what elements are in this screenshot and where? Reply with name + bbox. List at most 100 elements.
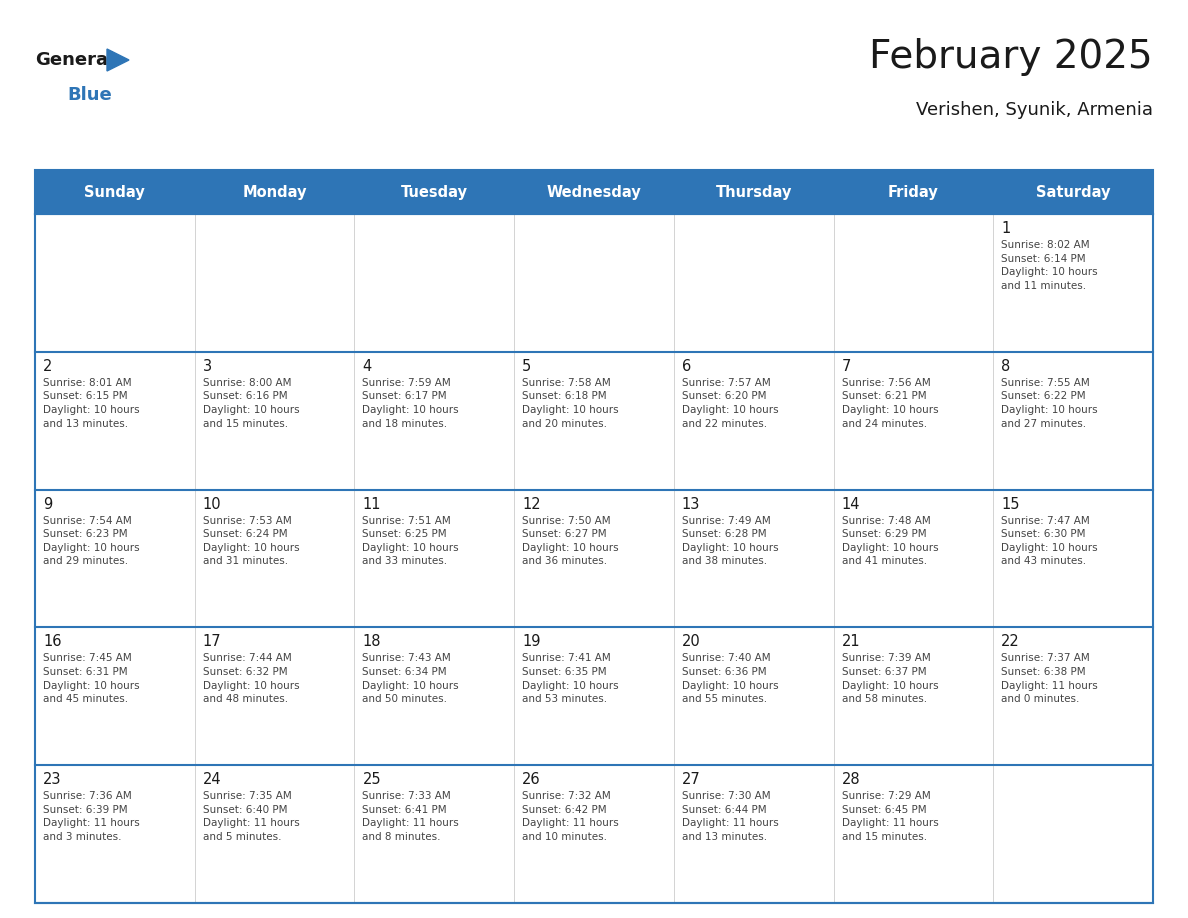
Bar: [354, 170, 514, 214]
Text: Sunrise: 7:43 AM
Sunset: 6:34 PM
Daylight: 10 hours
and 50 minutes.: Sunrise: 7:43 AM Sunset: 6:34 PM Dayligh…: [362, 654, 459, 704]
Bar: [354, 627, 514, 766]
Text: February 2025: February 2025: [870, 38, 1154, 76]
Text: Sunrise: 7:55 AM
Sunset: 6:22 PM
Daylight: 10 hours
and 27 minutes.: Sunrise: 7:55 AM Sunset: 6:22 PM Dayligh…: [1001, 378, 1098, 429]
Text: Sunrise: 7:58 AM
Sunset: 6:18 PM
Daylight: 10 hours
and 20 minutes.: Sunrise: 7:58 AM Sunset: 6:18 PM Dayligh…: [523, 378, 619, 429]
Bar: [195, 170, 354, 214]
Bar: [34, 352, 195, 489]
Bar: [674, 170, 834, 214]
Bar: [834, 352, 993, 489]
Text: Wednesday: Wednesday: [546, 185, 642, 199]
Bar: [993, 214, 1154, 352]
Bar: [834, 214, 993, 352]
Text: 26: 26: [523, 772, 541, 788]
Text: 22: 22: [1001, 634, 1020, 649]
Text: Sunrise: 7:54 AM
Sunset: 6:23 PM
Daylight: 10 hours
and 29 minutes.: Sunrise: 7:54 AM Sunset: 6:23 PM Dayligh…: [43, 516, 140, 566]
Text: Sunrise: 7:32 AM
Sunset: 6:42 PM
Daylight: 11 hours
and 10 minutes.: Sunrise: 7:32 AM Sunset: 6:42 PM Dayligh…: [523, 791, 619, 842]
Text: 8: 8: [1001, 359, 1011, 374]
Text: 25: 25: [362, 772, 381, 788]
Bar: [195, 766, 354, 903]
Bar: [674, 627, 834, 766]
Text: 14: 14: [841, 497, 860, 511]
Text: 9: 9: [43, 497, 52, 511]
Text: Sunrise: 7:35 AM
Sunset: 6:40 PM
Daylight: 11 hours
and 5 minutes.: Sunrise: 7:35 AM Sunset: 6:40 PM Dayligh…: [203, 791, 299, 842]
Polygon shape: [107, 49, 129, 71]
Bar: [34, 489, 195, 627]
Text: 20: 20: [682, 634, 701, 649]
Text: Sunrise: 8:00 AM
Sunset: 6:16 PM
Daylight: 10 hours
and 15 minutes.: Sunrise: 8:00 AM Sunset: 6:16 PM Dayligh…: [203, 378, 299, 429]
Text: Sunrise: 7:51 AM
Sunset: 6:25 PM
Daylight: 10 hours
and 33 minutes.: Sunrise: 7:51 AM Sunset: 6:25 PM Dayligh…: [362, 516, 459, 566]
Bar: [514, 627, 674, 766]
Bar: [34, 170, 1154, 903]
Text: Verishen, Syunik, Armenia: Verishen, Syunik, Armenia: [916, 101, 1154, 119]
Text: Sunday: Sunday: [84, 185, 145, 199]
Text: Sunrise: 7:59 AM
Sunset: 6:17 PM
Daylight: 10 hours
and 18 minutes.: Sunrise: 7:59 AM Sunset: 6:17 PM Dayligh…: [362, 378, 459, 429]
Text: Sunrise: 7:41 AM
Sunset: 6:35 PM
Daylight: 10 hours
and 53 minutes.: Sunrise: 7:41 AM Sunset: 6:35 PM Dayligh…: [523, 654, 619, 704]
Bar: [354, 352, 514, 489]
Text: Sunrise: 7:39 AM
Sunset: 6:37 PM
Daylight: 10 hours
and 58 minutes.: Sunrise: 7:39 AM Sunset: 6:37 PM Dayligh…: [841, 654, 939, 704]
Bar: [993, 627, 1154, 766]
Text: Sunrise: 7:29 AM
Sunset: 6:45 PM
Daylight: 11 hours
and 15 minutes.: Sunrise: 7:29 AM Sunset: 6:45 PM Dayligh…: [841, 791, 939, 842]
Bar: [674, 352, 834, 489]
Text: Sunrise: 7:45 AM
Sunset: 6:31 PM
Daylight: 10 hours
and 45 minutes.: Sunrise: 7:45 AM Sunset: 6:31 PM Dayligh…: [43, 654, 140, 704]
Text: 1: 1: [1001, 221, 1011, 236]
Bar: [674, 766, 834, 903]
Bar: [195, 627, 354, 766]
Text: Friday: Friday: [889, 185, 939, 199]
Text: 21: 21: [841, 634, 860, 649]
Text: Sunrise: 7:30 AM
Sunset: 6:44 PM
Daylight: 11 hours
and 13 minutes.: Sunrise: 7:30 AM Sunset: 6:44 PM Dayligh…: [682, 791, 778, 842]
Bar: [195, 489, 354, 627]
Text: Sunrise: 7:37 AM
Sunset: 6:38 PM
Daylight: 11 hours
and 0 minutes.: Sunrise: 7:37 AM Sunset: 6:38 PM Dayligh…: [1001, 654, 1098, 704]
Text: Sunrise: 7:48 AM
Sunset: 6:29 PM
Daylight: 10 hours
and 41 minutes.: Sunrise: 7:48 AM Sunset: 6:29 PM Dayligh…: [841, 516, 939, 566]
Text: Sunrise: 7:53 AM
Sunset: 6:24 PM
Daylight: 10 hours
and 31 minutes.: Sunrise: 7:53 AM Sunset: 6:24 PM Dayligh…: [203, 516, 299, 566]
Text: Tuesday: Tuesday: [400, 185, 468, 199]
Text: Sunrise: 8:01 AM
Sunset: 6:15 PM
Daylight: 10 hours
and 13 minutes.: Sunrise: 8:01 AM Sunset: 6:15 PM Dayligh…: [43, 378, 140, 429]
Text: 13: 13: [682, 497, 700, 511]
Text: 23: 23: [43, 772, 62, 788]
Text: 6: 6: [682, 359, 691, 374]
Text: 4: 4: [362, 359, 372, 374]
Text: 3: 3: [203, 359, 211, 374]
Text: Sunrise: 7:57 AM
Sunset: 6:20 PM
Daylight: 10 hours
and 22 minutes.: Sunrise: 7:57 AM Sunset: 6:20 PM Dayligh…: [682, 378, 778, 429]
Bar: [514, 766, 674, 903]
Bar: [34, 214, 195, 352]
Text: Sunrise: 7:49 AM
Sunset: 6:28 PM
Daylight: 10 hours
and 38 minutes.: Sunrise: 7:49 AM Sunset: 6:28 PM Dayligh…: [682, 516, 778, 566]
Bar: [514, 170, 674, 214]
Text: General: General: [34, 51, 114, 69]
Text: Thursday: Thursday: [715, 185, 792, 199]
Bar: [195, 352, 354, 489]
Text: 17: 17: [203, 634, 221, 649]
Text: 10: 10: [203, 497, 221, 511]
Text: Monday: Monday: [242, 185, 307, 199]
Text: 15: 15: [1001, 497, 1019, 511]
Bar: [674, 214, 834, 352]
Text: 28: 28: [841, 772, 860, 788]
Bar: [354, 214, 514, 352]
Text: 16: 16: [43, 634, 62, 649]
Bar: [195, 214, 354, 352]
Bar: [834, 170, 993, 214]
Bar: [993, 170, 1154, 214]
Text: 12: 12: [523, 497, 541, 511]
Bar: [993, 489, 1154, 627]
Bar: [354, 766, 514, 903]
Bar: [34, 766, 195, 903]
Text: 19: 19: [523, 634, 541, 649]
Bar: [354, 489, 514, 627]
Text: 7: 7: [841, 359, 851, 374]
Text: 5: 5: [523, 359, 531, 374]
Bar: [34, 170, 195, 214]
Text: Sunrise: 7:47 AM
Sunset: 6:30 PM
Daylight: 10 hours
and 43 minutes.: Sunrise: 7:47 AM Sunset: 6:30 PM Dayligh…: [1001, 516, 1098, 566]
Bar: [834, 766, 993, 903]
Text: Blue: Blue: [67, 86, 112, 104]
Text: 2: 2: [43, 359, 52, 374]
Bar: [674, 489, 834, 627]
Bar: [514, 214, 674, 352]
Text: 27: 27: [682, 772, 701, 788]
Text: Sunrise: 7:36 AM
Sunset: 6:39 PM
Daylight: 11 hours
and 3 minutes.: Sunrise: 7:36 AM Sunset: 6:39 PM Dayligh…: [43, 791, 140, 842]
Text: Sunrise: 7:50 AM
Sunset: 6:27 PM
Daylight: 10 hours
and 36 minutes.: Sunrise: 7:50 AM Sunset: 6:27 PM Dayligh…: [523, 516, 619, 566]
Bar: [993, 352, 1154, 489]
Bar: [834, 627, 993, 766]
Bar: [514, 352, 674, 489]
Text: Saturday: Saturday: [1036, 185, 1111, 199]
Bar: [993, 766, 1154, 903]
